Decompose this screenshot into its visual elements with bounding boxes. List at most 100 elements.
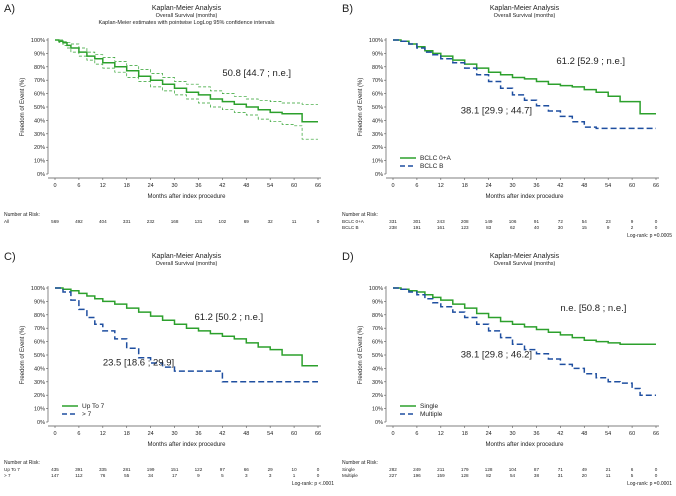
y-tick-label: 100% [369,38,383,44]
x-tick-label: 18 [124,183,130,189]
median-annotation: n.e. [50.8 ; n.e.] [560,303,626,314]
legend-label: Multiple [420,411,443,418]
risk-value: 0 [655,467,658,472]
risk-table-title: Number at Risk: [4,460,40,466]
x-tick-label: 6 [415,431,418,437]
risk-value: 128 [485,467,493,472]
x-tick-label: 42 [557,183,563,189]
x-tick-label: 36 [195,183,201,189]
series-line-up-to-7 [55,287,318,367]
y-tick-label: 70% [34,78,45,84]
y-tick-label: 0% [37,172,45,178]
risk-table-title: Number at Risk: [342,212,378,218]
y-tick-label: 90% [34,51,45,57]
risk-value: 281 [123,467,131,472]
y-axis-label: Freedom of Event (%) [358,78,364,137]
x-tick-label: 60 [629,183,635,189]
y-tick-label: 40% [372,118,383,124]
panel-d: D) Kaplan-Meier Analysis Overall Survival … [338,248,676,496]
risk-value: 91 [534,219,540,224]
y-tick-label: 90% [372,51,383,57]
median-annotation: 61.2 [52.9 ; n.e.] [556,56,625,67]
x-tick-label: 0 [53,183,56,189]
chart-title: Kaplan-Meier Analysis [152,5,222,12]
y-tick-label: 80% [34,65,45,71]
risk-value: 11 [606,473,611,478]
y-tick-label: 20% [372,393,383,399]
y-tick-label: 50% [372,105,383,111]
x-tick-label: 6 [77,431,80,437]
x-tick-label: 48 [243,183,249,189]
x-tick-label: 0 [391,431,394,437]
risk-value: 131 [195,219,203,224]
risk-value: 149 [485,219,493,224]
x-tick-label: 54 [267,431,273,437]
y-tick-label: 50% [372,353,383,359]
x-tick-label: 60 [629,431,635,437]
y-tick-label: 90% [34,299,45,305]
panel-label: A) [4,3,15,15]
risk-value: 191 [413,225,421,230]
x-tick-label: 18 [462,183,468,189]
risk-value: 0 [317,467,320,472]
y-tick-label: 80% [34,313,45,319]
risk-value: 0 [655,219,658,224]
risk-value: 106 [509,219,517,224]
risk-value: 2 [631,225,634,230]
x-tick-label: 36 [533,183,539,189]
risk-value: 72 [558,219,564,224]
x-tick-label: 30 [171,183,177,189]
risk-value: 3 [269,473,272,478]
y-axis-label: Freedom of Event (%) [20,78,26,137]
chart-subtitle: Overall Survival (months) [156,261,218,267]
series-line-multiple [393,287,656,396]
risk-value: 1 [293,473,296,478]
risk-value: 11 [292,219,297,224]
risk-value: 404 [99,219,107,224]
risk-value: 9 [631,219,634,224]
y-tick-label: 60% [34,92,45,98]
y-axis-label: Freedom of Event (%) [358,326,364,385]
risk-value: 208 [461,219,469,224]
chart-subtitle: Overall Survival (months) [494,13,556,19]
risk-value: 5 [221,473,224,478]
y-tick-label: 30% [34,132,45,138]
x-tick-label: 24 [486,183,492,189]
risk-row-label: All [4,219,9,224]
risk-value: 168 [171,219,179,224]
y-tick-label: 10% [34,159,45,165]
x-tick-label: 12 [100,183,106,189]
risk-value: 6 [631,467,634,472]
risk-value: 34 [148,473,154,478]
series-line-lower-95-ci [55,39,318,140]
risk-value: 435 [51,467,59,472]
risk-value: 30 [558,225,564,230]
median-annotation: 61.2 [50.2 ; n.e.] [194,312,263,323]
risk-value: 83 [486,225,492,230]
risk-value: 227 [389,473,397,478]
x-tick-label: 12 [100,431,106,437]
y-tick-label: 0% [375,172,383,178]
y-tick-label: 50% [34,105,45,111]
x-tick-label: 30 [509,431,515,437]
x-tick-label: 6 [415,183,418,189]
risk-value: 331 [389,219,397,224]
y-tick-label: 20% [34,145,45,151]
x-tick-label: 48 [243,431,249,437]
y-tick-label: 100% [31,38,45,44]
y-tick-label: 40% [34,118,45,124]
x-tick-label: 24 [148,183,154,189]
risk-value: 249 [413,467,421,472]
x-tick-label: 36 [533,431,539,437]
risk-row-label: > 7 [4,473,11,478]
median-annotation: 50.8 [44.7 ; n.e.] [222,68,291,79]
panel-label: B) [342,3,353,15]
risk-table-title: Number at Risk: [342,460,378,466]
x-tick-label: 48 [581,431,587,437]
y-tick-label: 80% [372,65,383,71]
panel-c: C) Kaplan-Meier Analysis Overall Survival … [0,248,338,496]
x-tick-label: 66 [315,183,321,189]
